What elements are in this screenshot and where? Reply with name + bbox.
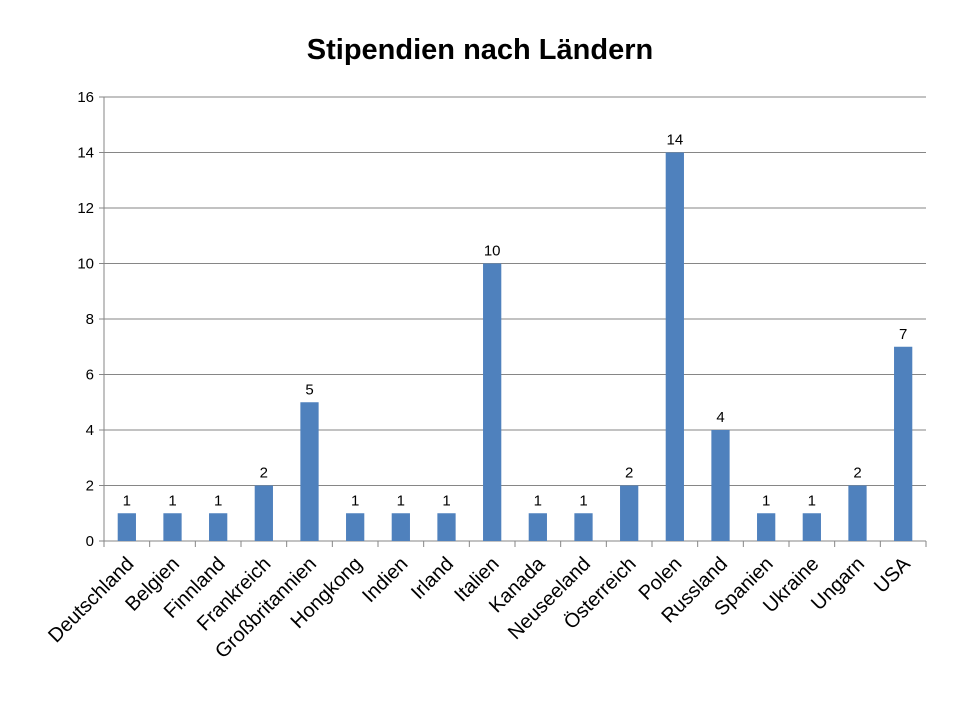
y-tick-label: 14 bbox=[77, 145, 94, 162]
data-label: 14 bbox=[666, 132, 683, 149]
bar bbox=[163, 513, 182, 541]
data-label: 2 bbox=[853, 465, 861, 482]
y-tick-label: 6 bbox=[86, 367, 94, 384]
data-label: 1 bbox=[808, 492, 816, 509]
data-label: 1 bbox=[214, 492, 222, 509]
bar bbox=[254, 485, 273, 541]
data-label: 1 bbox=[168, 492, 176, 509]
x-tick-label: Irland bbox=[407, 553, 458, 604]
data-label: 1 bbox=[579, 492, 587, 509]
bar bbox=[711, 430, 730, 541]
y-tick-label: 0 bbox=[86, 533, 94, 550]
y-tick-label: 10 bbox=[77, 256, 94, 273]
data-label: 7 bbox=[899, 326, 907, 343]
bar bbox=[757, 513, 776, 541]
bar bbox=[894, 346, 913, 541]
y-tick-label: 12 bbox=[77, 200, 94, 217]
bar bbox=[346, 513, 365, 541]
data-label: 1 bbox=[534, 492, 542, 509]
bar bbox=[483, 263, 502, 541]
chart-title: Stipendien nach Ländern bbox=[306, 34, 654, 66]
bar bbox=[848, 485, 867, 541]
bar bbox=[574, 513, 593, 541]
y-tick-label: 2 bbox=[86, 478, 94, 495]
bar bbox=[528, 513, 547, 541]
bar bbox=[620, 485, 639, 541]
y-tick-label: 16 bbox=[77, 89, 94, 106]
x-tick-label: USA bbox=[870, 553, 915, 598]
data-label: 2 bbox=[625, 465, 633, 482]
bar bbox=[665, 152, 684, 541]
bar bbox=[802, 513, 821, 541]
y-tick-label: 4 bbox=[86, 422, 94, 439]
data-label: 1 bbox=[442, 492, 450, 509]
data-label: 1 bbox=[351, 492, 359, 509]
data-label: 2 bbox=[260, 465, 268, 482]
bar bbox=[209, 513, 228, 541]
bar bbox=[117, 513, 136, 541]
data-label: 1 bbox=[123, 492, 131, 509]
data-label: 5 bbox=[305, 381, 313, 398]
bar bbox=[300, 402, 319, 541]
data-label: 1 bbox=[397, 492, 405, 509]
data-label: 4 bbox=[716, 409, 724, 426]
data-label: 1 bbox=[762, 492, 770, 509]
data-label: 10 bbox=[484, 243, 501, 260]
y-tick-label: 8 bbox=[86, 311, 94, 328]
bar bbox=[391, 513, 410, 541]
bar bbox=[437, 513, 456, 541]
x-tick-label: Indien bbox=[358, 553, 412, 607]
